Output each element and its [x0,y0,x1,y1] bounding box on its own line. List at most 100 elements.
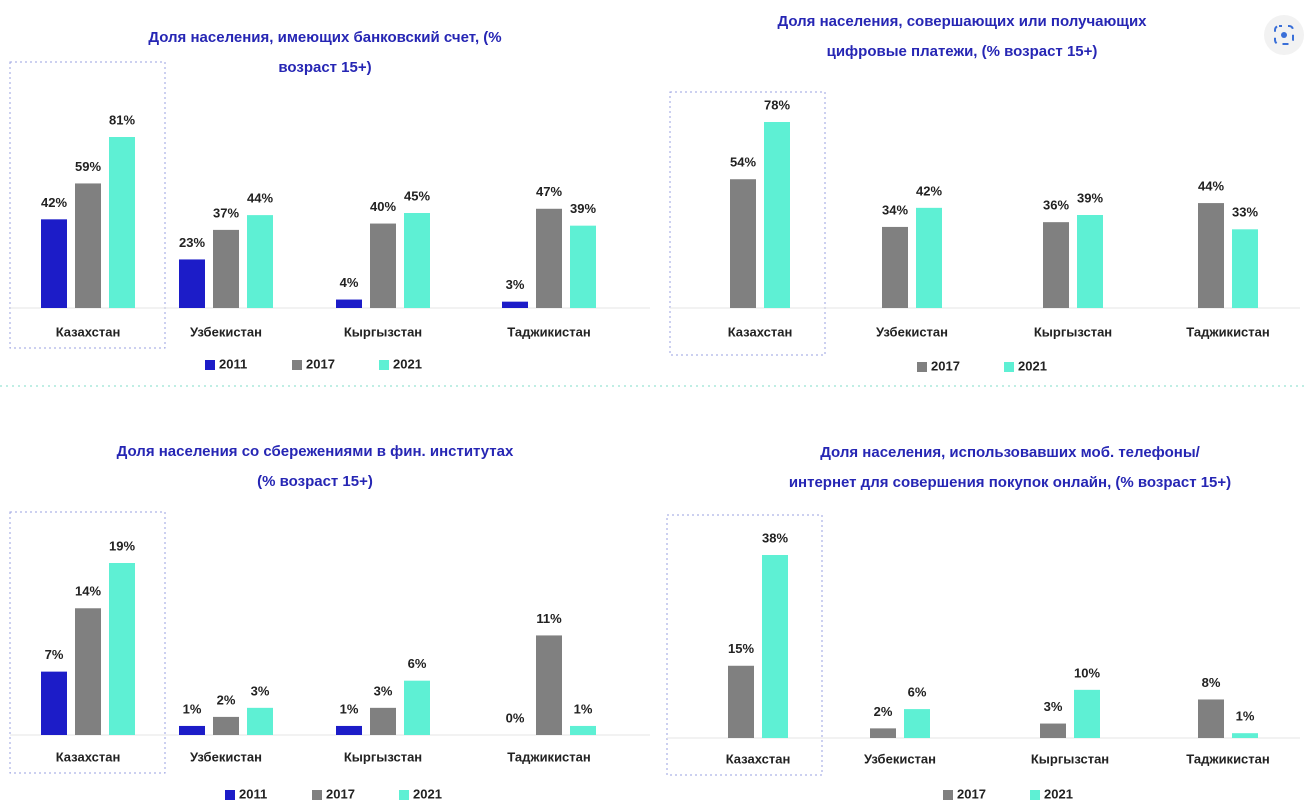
legend-swatch [205,360,215,370]
value-label: 3% [251,683,270,698]
bar [247,707,273,735]
value-label: 34% [882,202,908,217]
value-label: 44% [247,191,273,206]
value-label: 6% [408,656,427,671]
legend-swatch [399,790,409,800]
bar [404,680,430,735]
value-label: 38% [762,530,788,545]
bar [41,219,67,308]
bar [1074,689,1100,738]
legend-label: 2011 [219,356,247,371]
value-label: 40% [370,199,396,214]
bar [1232,733,1258,738]
legend-label: 2017 [306,356,335,371]
bar [1198,699,1224,738]
bar [882,226,908,308]
legend-label: 2021 [1044,786,1073,801]
category-label: Узбекистан [190,749,262,764]
chart-title: Доля населения, использовавших моб. теле… [820,444,1200,461]
value-label: 1% [574,701,593,716]
category-label: Казахстан [728,324,793,339]
bar [904,709,930,738]
bar [179,259,205,308]
category-label: Кыргызстан [1031,751,1109,766]
bar [730,179,756,308]
category-label: Узбекистан [864,751,936,766]
category-label: Таджикистан [1186,751,1269,766]
bar [870,728,896,738]
value-label: 78% [764,97,790,112]
legend-swatch [917,362,927,372]
chart-title: (% возраст 15+) [257,473,373,490]
value-label: 19% [109,538,135,553]
category-label: Кыргызстан [1034,324,1112,339]
value-label: 6% [908,685,927,700]
bar [762,555,788,738]
value-label: 14% [75,584,101,599]
bar [75,183,101,308]
bar [247,215,273,308]
category-label: Таджикистан [507,749,590,764]
legend-label: 2021 [413,786,442,801]
chart-title: возраст 15+) [278,59,371,76]
chart-title: Доля населения, имеющих банковский счет,… [148,29,501,46]
category-label: Узбекистан [876,324,948,339]
category-label: Казахстан [56,324,121,339]
value-label: 3% [1044,699,1063,714]
category-label: Казахстан [56,749,121,764]
chart-title: цифровые платежи, (% возраст 15+) [827,43,1098,60]
bar [336,299,362,308]
category-label: Узбекистан [190,324,262,339]
bar [75,608,101,735]
legend-label: 2017 [326,786,355,801]
bar [570,725,596,735]
legend-swatch [1030,790,1040,800]
value-label: 1% [340,701,359,716]
value-label: 23% [179,235,205,250]
bar [502,301,528,308]
value-label: 15% [728,641,754,656]
value-label: 44% [1198,179,1224,194]
highlight-box [666,514,823,776]
legend-swatch [379,360,389,370]
chart-title: Доля населения со сбережениями в фин. ин… [117,443,514,460]
chart-title: Доля населения, совершающих или получающ… [777,13,1147,30]
bar [764,122,790,308]
value-label: 1% [1236,709,1255,724]
bar [1198,203,1224,308]
bar [536,635,562,735]
bar [41,671,67,735]
bar [916,207,942,308]
value-label: 39% [570,201,596,216]
value-label: 39% [1077,190,1103,205]
bar [370,707,396,735]
value-label: 2% [217,692,236,707]
value-label: 54% [730,155,756,170]
legend-label: 2021 [1018,358,1047,373]
bar [404,213,430,308]
value-label: 11% [536,611,562,626]
value-label: 33% [1232,205,1258,220]
legend-label: 2011 [239,786,267,801]
value-label: 7% [45,647,64,662]
category-label: Таджикистан [507,324,590,339]
value-label: 59% [75,159,101,174]
value-label: 42% [41,195,67,210]
lens-icon[interactable] [1264,15,1304,55]
value-label: 47% [536,184,562,199]
bar [1040,723,1066,738]
bar [213,229,239,308]
value-label: 37% [213,205,239,220]
bar [109,137,135,308]
legend-label: 2017 [931,358,960,373]
legend-swatch [225,790,235,800]
legend-swatch [292,360,302,370]
legend-label: 2017 [957,786,986,801]
legend-swatch [1004,362,1014,372]
bar [370,223,396,308]
value-label: 81% [109,112,135,127]
highlight-box [669,91,826,356]
bar [570,225,596,308]
